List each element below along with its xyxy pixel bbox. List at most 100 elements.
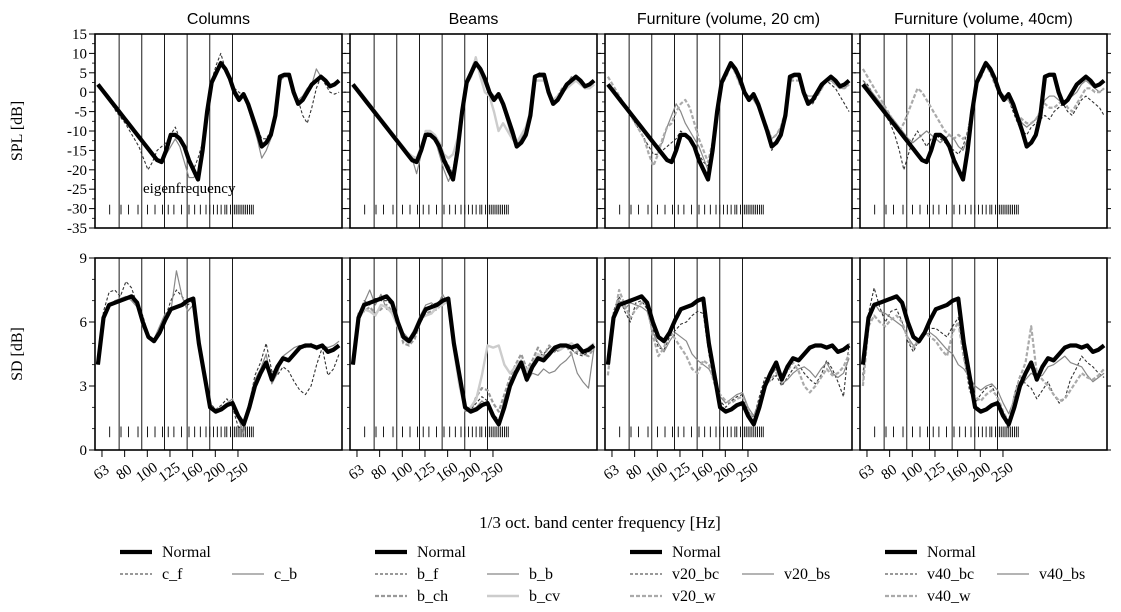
series-line-Normal	[95, 294, 341, 427]
plot-frame	[94, 257, 343, 451]
x-tick-label: 80	[114, 462, 135, 484]
y-tick-label: 10	[72, 46, 87, 62]
x-tick-label: 63	[346, 462, 367, 484]
legend-1: Normal b_f b_b b_ch b_cv	[375, 544, 560, 605]
x-tick-label: 250	[989, 460, 1017, 486]
series-line-v20_bc	[607, 295, 850, 419]
x-tick-label: 63	[856, 462, 877, 484]
series-line-b_ch	[351, 301, 596, 413]
series-line-v40_w	[861, 314, 1105, 424]
panel-0: Columns 15 10 5 0 -5 -10 -15 -20 -25 -30 -35 SPL [dB…	[9, 11, 346, 486]
y-tick-label: 15	[72, 27, 87, 43]
plot-frame	[859, 33, 1108, 229]
x-tick-label: 250	[734, 460, 762, 486]
y-tick-label: 0	[80, 443, 88, 459]
legends-group: Normal c_f c_b Normal b_f b_b b_ch b_cv Normal v2…	[120, 544, 1085, 605]
panel-title: Furniture (volume, 40cm)	[894, 11, 1073, 28]
legend-label: Normal	[927, 544, 976, 561]
legend-label: b_b	[529, 566, 553, 583]
series-line-Normal	[351, 60, 596, 182]
y-tick-label: 0	[80, 85, 88, 101]
series-line-Normal	[350, 294, 596, 427]
x-tick-label: 250	[224, 460, 252, 486]
series-line-b_f	[352, 60, 595, 179]
eigenfrequency-label: eigenfrequency	[143, 181, 236, 197]
series-line-v40_bc	[862, 60, 1105, 171]
series-line-v40_bs	[862, 302, 1105, 415]
legend-0: Normal c_f c_b	[120, 544, 297, 583]
y-tick-label: -30	[67, 202, 87, 218]
series-line-b_b	[352, 56, 595, 183]
x-tick-label: 80	[369, 462, 390, 484]
plot-frame	[604, 257, 853, 451]
spl-plot: 15 10 5 0 -5 -10 -15 -20 -25 -30 -35 SPL [dB] eigenf…	[9, 27, 346, 237]
legend-3: Normal v40_bc v40_bs v40_w	[885, 544, 1085, 605]
series-line-v20_bs	[607, 64, 850, 171]
y-tick-label: -20	[67, 163, 87, 179]
panel-title: Furniture (volume, 20 cm)	[637, 11, 820, 28]
series-line-b_ch	[352, 60, 595, 175]
legend-label: b_cv	[529, 588, 560, 605]
plot-frame	[349, 33, 598, 229]
y-tick-label: 3	[80, 379, 88, 395]
x-tick-label: 63	[91, 462, 112, 484]
series-line-v20_bs	[607, 300, 850, 417]
legend-label: v20_bs	[784, 566, 830, 583]
x-tick-label: 80	[624, 462, 645, 484]
legend-label: v20_bc	[672, 566, 719, 583]
y-tick-label: 6	[80, 315, 88, 331]
series-line-Normal	[96, 60, 341, 182]
series-line-v20_w	[606, 63, 850, 168]
x-tick-label: 63	[601, 462, 622, 484]
y-axis-label: SPL [dB]	[9, 101, 26, 161]
plot-frame	[604, 33, 853, 229]
y-tick-label: -35	[67, 221, 87, 237]
plot-frame	[94, 33, 343, 229]
legend-label: Normal	[672, 544, 721, 561]
y-tick-label: -25	[67, 182, 87, 198]
y-tick-label: 5	[80, 66, 88, 82]
y-axis-label: SD [dB]	[9, 327, 26, 381]
series-line-b_cv	[351, 299, 595, 411]
series-line-Normal	[605, 294, 851, 427]
legend-label: v40_bc	[927, 566, 974, 583]
legend-label: c_b	[274, 566, 297, 583]
series-line-Normal	[860, 294, 1106, 427]
spl-plot	[599, 33, 856, 229]
panel-2: Furniture (volume, 20 cm) 63 8010012516020…	[599, 11, 856, 486]
x-axis-label: 1/3 oct. band center frequency [Hz]	[479, 513, 721, 532]
panel-title: Columns	[187, 11, 250, 28]
legend-label: b_f	[417, 566, 439, 583]
legend-label: v40_w	[927, 588, 971, 605]
legend-label: Normal	[417, 544, 466, 561]
spl-plot	[854, 33, 1111, 229]
panel-title: Beams	[449, 11, 499, 28]
legend-label: b_ch	[417, 588, 448, 605]
plot-frame	[859, 257, 1108, 451]
y-tick-label: -15	[67, 143, 87, 159]
legend-label: v20_w	[672, 588, 716, 605]
legend-label: c_f	[162, 566, 183, 583]
panel-3: Furniture (volume, 40cm) 63 80100125160200…	[854, 11, 1111, 486]
legend-2: Normal v20_bc v20_bs v20_w	[630, 544, 830, 605]
spl-plot	[344, 33, 601, 229]
y-tick-label: 9	[80, 251, 88, 267]
series-line-c_b	[97, 60, 340, 179]
series-line-Normal	[606, 60, 851, 182]
x-tick-label: 80	[879, 462, 900, 484]
panels-group: Columns 15 10 5 0 -5 -10 -15 -20 -25 -30 -35 SPL [dB…	[9, 11, 1111, 486]
series-line-v20_bc	[607, 60, 850, 167]
y-tick-label: -5	[75, 105, 88, 121]
series-line-Normal	[861, 60, 1106, 182]
plot-frame	[349, 257, 598, 451]
legend-label: Normal	[162, 544, 211, 561]
x-tick-label: 250	[479, 460, 507, 486]
legend-label: v40_bs	[1039, 566, 1085, 583]
y-tick-label: -10	[67, 124, 87, 140]
